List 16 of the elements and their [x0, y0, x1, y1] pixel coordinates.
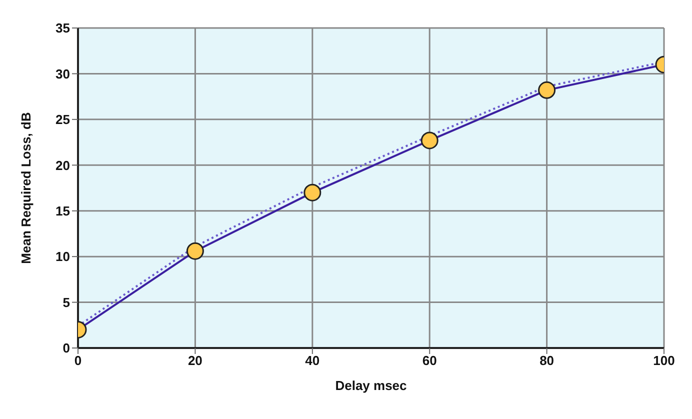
x-tick-label: 100 — [653, 353, 675, 368]
y-tick-label: 20 — [56, 158, 70, 173]
y-tick-label: 30 — [56, 66, 70, 82]
y-axis-title: Mean Required Loss, dB — [18, 112, 34, 264]
y-tick-label: 35 — [56, 20, 70, 36]
x-tick-label: 60 — [422, 353, 437, 368]
y-tick-label: 15 — [56, 203, 70, 218]
y-tick-label: 0 — [62, 340, 70, 356]
x-tick-label: 0 — [74, 353, 82, 368]
x-tick-label: 80 — [540, 353, 554, 368]
y-tick-label: 5 — [62, 294, 70, 310]
x-tick-label: 20 — [188, 353, 202, 368]
x-axis-title: Delay msec — [335, 378, 407, 393]
x-tick-label: 40 — [305, 353, 320, 368]
y-tick-label: 10 — [56, 249, 70, 264]
y-tick-label: 25 — [56, 112, 70, 128]
